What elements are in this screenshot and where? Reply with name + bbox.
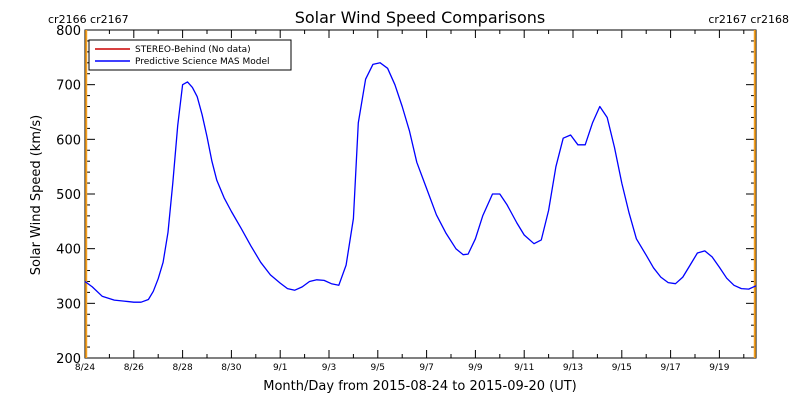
x-tick-label: 9/7 (419, 363, 433, 373)
x-tick-label: 9/3 (322, 363, 336, 373)
carrington-lines (85, 30, 756, 358)
x-ticks: 8/24 8/26 8/28 8/30 9/1 9/3 9/5 9/7 9/9 9/11 9/13 9… (75, 30, 745, 373)
y-tick-label: 600 (56, 133, 81, 148)
legend-label-model: Predictive Science MAS Model (135, 57, 270, 67)
x-tick-label: 8/24 (75, 363, 95, 373)
x-tick-label: 8/30 (221, 363, 241, 373)
x-axis-label: Month/Day from 2015-08-24 to 2015-09-20 … (263, 379, 576, 394)
legend-label-stereo: STEREO-Behind (No data) (135, 45, 251, 55)
plot-frame (84, 29, 757, 359)
y-tick-label: 500 (56, 188, 81, 203)
x-tick-label: 9/17 (660, 363, 680, 373)
y-tick-label: 300 (56, 297, 81, 312)
legend-box (88, 39, 292, 71)
x-tick-label: 8/28 (172, 363, 192, 373)
y-tick-label: 700 (56, 79, 81, 94)
y-tick-label: 800 (56, 24, 81, 39)
x-tick-label: 9/1 (273, 363, 287, 373)
y-tick-label: 400 (56, 243, 81, 258)
x-tick-label: 9/15 (612, 363, 632, 373)
y-tick-label: 200 (56, 352, 81, 367)
carrington-label-right: cr2167 cr2168 (708, 13, 789, 26)
chart-title: Solar Wind Speed Comparisons (295, 8, 546, 27)
carrington-label-left: cr2166 cr2167 (48, 13, 129, 26)
x-tick-label: 8/26 (124, 363, 144, 373)
legend: STEREO-Behind (No data) Predictive Scien… (88, 39, 292, 71)
y-axis-label: Solar Wind Speed (km/s) (29, 115, 44, 275)
series-layer (84, 62, 757, 303)
x-tick-label: 9/9 (468, 363, 483, 373)
x-tick-label: 9/5 (371, 363, 385, 373)
series-line-model (84, 62, 757, 303)
x-tick-label: 9/13 (563, 363, 583, 373)
x-tick-label: 9/19 (709, 363, 729, 373)
y-ticks: 200 300 400 500 600 700 800 (56, 24, 756, 367)
x-tick-label: 9/11 (514, 363, 534, 373)
